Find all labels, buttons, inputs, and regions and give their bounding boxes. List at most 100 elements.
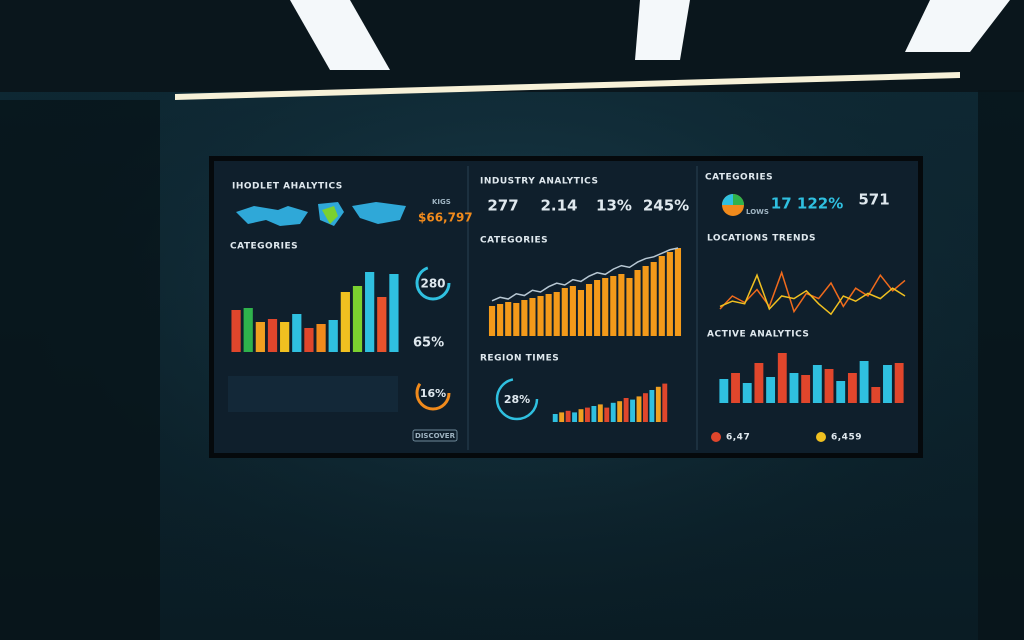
bar xyxy=(618,274,625,336)
bar xyxy=(340,292,350,352)
bar xyxy=(610,276,617,336)
bar xyxy=(719,379,729,403)
pie-slice xyxy=(733,194,744,205)
bar xyxy=(545,294,552,336)
bar xyxy=(754,363,764,403)
percent: 65% xyxy=(413,336,444,351)
button-label[interactable]: DISCOVER xyxy=(415,432,456,440)
bar xyxy=(847,373,857,403)
bar xyxy=(267,319,278,352)
bar xyxy=(649,390,655,422)
bar xyxy=(658,256,665,336)
bar xyxy=(642,266,649,336)
ceiling-light xyxy=(635,0,690,60)
bar xyxy=(529,298,536,336)
pie-slice xyxy=(722,194,733,205)
bar xyxy=(655,386,661,422)
line xyxy=(491,247,679,302)
kpi: 571 xyxy=(858,191,889,209)
bar xyxy=(365,272,375,352)
bar xyxy=(766,377,776,403)
bar xyxy=(280,322,290,352)
bar xyxy=(565,410,571,422)
bar xyxy=(594,280,601,336)
bar xyxy=(578,409,584,422)
bar xyxy=(602,278,609,336)
icon xyxy=(711,432,721,442)
donut-label: 28% xyxy=(504,393,530,406)
donut xyxy=(415,375,451,411)
legend: LOWS xyxy=(746,208,769,216)
bar xyxy=(777,353,787,403)
bar xyxy=(636,396,642,422)
bar xyxy=(572,412,578,422)
ceiling-light xyxy=(290,0,390,70)
donut xyxy=(495,377,539,421)
bar xyxy=(513,303,520,336)
footer-value: 6,459 xyxy=(831,433,862,443)
bar xyxy=(389,274,399,352)
kpi-value: $66,797 xyxy=(418,211,473,225)
bar xyxy=(731,373,740,403)
line xyxy=(719,273,906,316)
bar xyxy=(812,365,822,403)
bar xyxy=(292,314,302,352)
bar xyxy=(650,262,657,336)
bar xyxy=(505,302,512,336)
bar xyxy=(674,248,682,336)
panel-title: INDUSTRY ANALYTICS xyxy=(480,177,598,187)
bar xyxy=(569,286,576,336)
bar xyxy=(231,310,241,352)
donut-label: 280 xyxy=(420,277,445,291)
bar xyxy=(255,322,265,352)
bar xyxy=(553,292,560,336)
bar xyxy=(626,278,633,336)
bar xyxy=(243,308,253,352)
bar xyxy=(883,365,892,403)
tag: KIGS xyxy=(432,198,451,206)
kpi: 2.14 xyxy=(540,197,577,215)
bar xyxy=(584,407,590,422)
button[interactable] xyxy=(412,429,458,442)
bar xyxy=(597,404,603,422)
footer-value: 6,47 xyxy=(726,433,750,443)
bar xyxy=(824,369,834,403)
bar xyxy=(610,402,616,422)
bar xyxy=(537,296,544,336)
bar xyxy=(497,304,504,336)
glass-wall xyxy=(0,100,160,640)
kpi: 17 122% xyxy=(771,195,843,213)
panel-title: CATEGORIES xyxy=(705,173,773,183)
bar xyxy=(836,381,846,403)
light-strip xyxy=(175,72,960,100)
bar xyxy=(591,406,597,422)
bar xyxy=(585,284,593,336)
bar xyxy=(634,270,641,336)
bar xyxy=(552,414,558,422)
section-title: ACTIVE ANALYTICS xyxy=(707,330,809,340)
donut-label: 16% xyxy=(420,387,446,400)
world-map xyxy=(236,202,406,226)
bar xyxy=(561,288,568,336)
bar xyxy=(789,373,799,403)
kpi: 277 xyxy=(487,197,518,215)
bar xyxy=(304,328,314,352)
bar xyxy=(623,398,629,422)
bar xyxy=(662,383,668,422)
donut xyxy=(415,265,451,301)
section-title: LOCATIONS TRENDS xyxy=(707,234,816,244)
bar xyxy=(642,393,648,422)
kpi: 13% xyxy=(596,197,632,215)
bar xyxy=(604,407,610,422)
bar xyxy=(630,399,636,422)
world-map xyxy=(322,206,338,224)
section-title: REGION TIMES xyxy=(480,354,559,364)
bar xyxy=(352,286,363,352)
table xyxy=(228,376,398,412)
bar xyxy=(559,412,565,422)
section-title: CATEGORIES xyxy=(230,242,298,252)
bar xyxy=(377,297,387,352)
table-bg xyxy=(228,376,398,412)
